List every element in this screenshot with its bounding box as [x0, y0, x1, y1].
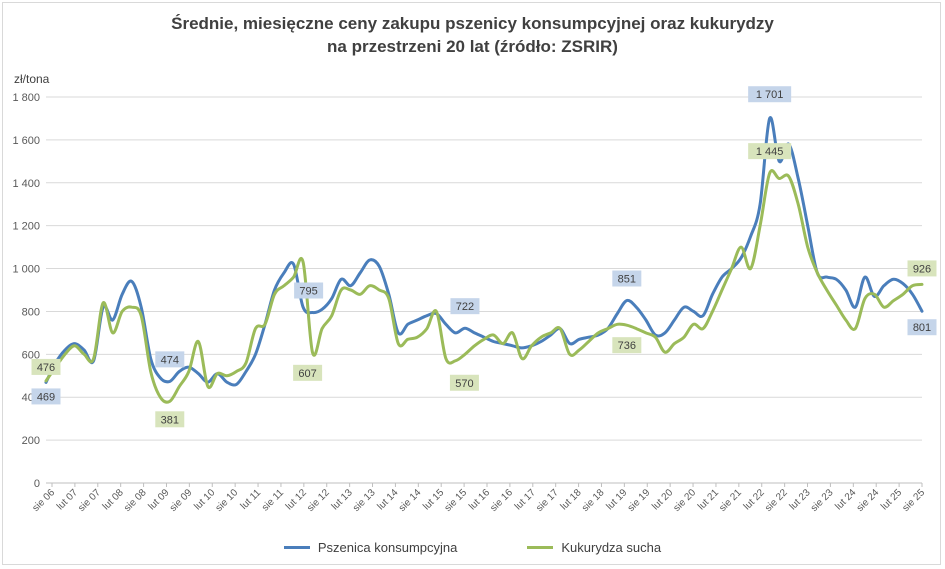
legend-swatch-kukurydza: [527, 546, 554, 549]
data-label: 474: [161, 354, 179, 366]
data-label-box: [450, 298, 480, 315]
legend-item-pszenica: Pszenica konsumpcyjna: [283, 540, 458, 555]
x-tick-label: sie 09: [168, 487, 195, 514]
x-tick-label: sie 13: [351, 487, 378, 514]
x-tick-label: sie 11: [260, 487, 286, 513]
x-tick-label: lut 14: [375, 487, 400, 512]
x-tick-label: lut 16: [467, 487, 492, 512]
x-tick-label: sie 10: [214, 487, 241, 514]
x-tick-label: sie 12: [305, 487, 332, 514]
x-tick-label: sie 20: [672, 487, 699, 514]
data-label-box: [612, 337, 642, 354]
data-label-box: [294, 282, 324, 299]
x-tick-label: sie 16: [488, 487, 515, 514]
y-tick-label: 1 000: [12, 264, 40, 276]
x-tick-label: sie 07: [76, 487, 103, 514]
x-tick-label: lut 09: [147, 487, 172, 512]
x-tick-label: sie 17: [534, 487, 561, 514]
x-tick-label: sie 22: [763, 487, 790, 514]
data-label-box: [907, 260, 937, 277]
legend-label-pszenica: Pszenica konsumpcyjna: [317, 540, 458, 555]
data-label: 607: [298, 368, 316, 380]
chart-title-line1: Średnie, miesięczne ceny zakupu pszenicy…: [171, 14, 774, 33]
x-tick-label: lut 10: [192, 487, 217, 512]
x-tick-label: lut 20: [650, 487, 675, 512]
legend-item-kukurydza: Kukurydza sucha: [527, 540, 661, 555]
data-label-box: [31, 388, 61, 405]
x-tick-label: lut 25: [879, 487, 904, 512]
data-label: 722: [456, 301, 474, 313]
data-label-box: [748, 143, 792, 160]
data-label-box: [449, 374, 479, 391]
data-label-box: [612, 270, 642, 287]
data-label: 1 701: [756, 89, 784, 101]
data-label-box: [293, 364, 323, 381]
data-label: 469: [37, 391, 55, 403]
y-axis-unit-label: zł/tona: [14, 72, 50, 86]
data-label: 476: [37, 362, 55, 374]
x-tick-label: lut 08: [101, 487, 126, 512]
data-label-box: [31, 358, 61, 375]
x-tick-label: lut 21: [696, 487, 721, 512]
y-tick-label: 1 800: [12, 92, 40, 104]
legend-label-kukurydza: Kukurydza sucha: [561, 540, 662, 555]
data-labels: 469 476 474 381 795 607 722 570 851 736 1 701 1 445…: [31, 86, 937, 428]
y-tick-label: 800: [22, 306, 40, 318]
x-tick-label: sie 19: [626, 487, 653, 514]
data-label-box: [155, 411, 185, 428]
x-tick-label: sie 06: [30, 487, 57, 514]
x-tick-label: lut 13: [330, 487, 355, 512]
y-tick-label: 200: [22, 435, 40, 447]
x-tick-label: sie 14: [397, 487, 424, 514]
data-label: 926: [913, 263, 931, 275]
x-tick-label: sie 15: [443, 487, 470, 514]
data-label-box: [748, 86, 792, 103]
x-tick-label: sie 24: [855, 487, 882, 514]
x-tick-label: lut 18: [559, 487, 584, 512]
x-tick-label: sie 23: [809, 487, 836, 514]
y-tick-label: 1 400: [12, 178, 40, 190]
data-label: 801: [913, 322, 931, 334]
y-tick-label: 1 600: [12, 135, 40, 147]
x-tick-label: lut 17: [513, 487, 538, 512]
x-tick-label: lut 24: [833, 487, 858, 512]
x-tick-label: lut 12: [284, 487, 309, 512]
x-tick-label: sie 25: [900, 487, 927, 514]
y-tick-label: 1 200: [12, 221, 40, 233]
x-tick-label: lut 15: [421, 487, 446, 512]
data-label: 570: [455, 378, 473, 390]
data-label: 381: [161, 414, 179, 426]
series-line-kukurydza: [44, 169, 924, 404]
x-tick-label: sie 08: [122, 487, 149, 514]
x-tick-label: lut 07: [55, 487, 80, 512]
data-label-box: [155, 351, 185, 368]
x-tick-label: sie 21: [717, 487, 744, 514]
y-tick-label: 600: [22, 349, 40, 361]
x-tick-label: lut 23: [788, 487, 813, 512]
chart-title-line2: na przestrzeni 20 lat (źródło: ZSRIR): [327, 37, 618, 56]
y-tick-label: 0: [34, 478, 40, 490]
x-tick-label: lut 19: [604, 487, 629, 512]
legend-swatch-pszenica: [283, 546, 310, 549]
data-label-box: [907, 319, 937, 336]
data-label: 1 445: [756, 146, 784, 158]
chart-title: Średnie, miesięczne ceny zakupu pszenicy…: [0, 12, 945, 58]
x-tick-label: lut 11: [239, 487, 264, 512]
data-label: 736: [618, 340, 636, 352]
data-label: 795: [299, 286, 317, 298]
x-tick-label: sie 18: [580, 487, 607, 514]
x-tick-label: lut 22: [742, 487, 767, 512]
legend: Pszenica konsumpcyjna Kukurydza sucha: [0, 540, 945, 555]
data-label: 851: [618, 274, 636, 286]
